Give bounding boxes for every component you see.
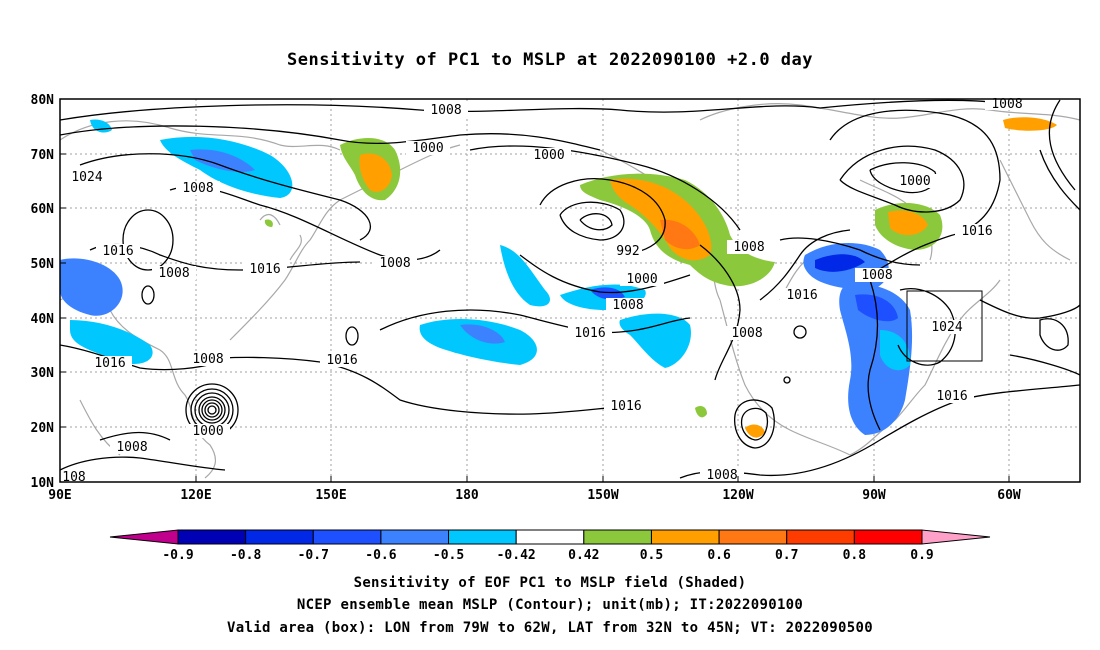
colorbar-bin xyxy=(380,529,450,545)
contour-label: 1008 xyxy=(182,181,213,196)
lon-tick-label: 150E xyxy=(315,488,346,503)
colorbar-tick-label: 0.8 xyxy=(843,548,867,563)
contour-label: 1008 xyxy=(861,268,892,283)
colorbar-arrow-min xyxy=(109,529,179,545)
caption-line-1: Sensitivity of EOF PC1 to MSLP field (Sh… xyxy=(353,575,747,591)
chart-title: Sensitivity of PC1 to MSLP at 2022090100… xyxy=(286,50,813,70)
colorbar-tick-label: 0.42 xyxy=(568,548,599,563)
contour-label: 1000 xyxy=(192,424,223,439)
contour-label: 1000 xyxy=(626,272,657,287)
colorbar-bin xyxy=(245,529,314,545)
colorbar-bin xyxy=(515,529,585,545)
latitude-axis: 80N 70N 60N 50N 40N 30N 20N 10N xyxy=(31,93,55,491)
contour-label: 1008 xyxy=(731,326,762,341)
contour-label: 1016 xyxy=(961,224,992,239)
colorbar-bin xyxy=(718,529,788,545)
colorbar-bin xyxy=(650,529,720,545)
lon-tick-label: 90E xyxy=(48,488,71,503)
contour-label: 1008 xyxy=(192,352,223,367)
colorbar-tick-label: 0.7 xyxy=(775,548,798,563)
colorbar: -0.9 -0.8 -0.7 -0.6 -0.5 -0.42 0.42 0.5 0.6 0.7 0.… xyxy=(109,529,991,563)
caption-line-2: NCEP ensemble mean MSLP (Contour); unit(… xyxy=(296,597,804,613)
colorbar-bin xyxy=(312,529,382,545)
caption-line-3: Valid area (box): LON from 79W to 62W, L… xyxy=(227,620,873,636)
lat-tick-label: 50N xyxy=(31,257,55,272)
neg-region xyxy=(619,313,691,368)
lat-tick-label: 10N xyxy=(31,476,55,491)
colorbar-bin xyxy=(853,529,923,545)
contour-label: 1000 xyxy=(533,148,564,163)
colorbar-bin xyxy=(583,529,652,545)
contour-label: 1008 xyxy=(158,266,189,281)
lon-tick-label: 120E xyxy=(180,488,211,503)
contour-label: 1008 xyxy=(991,97,1022,112)
pos-region xyxy=(888,210,928,236)
contour-label: 1008 xyxy=(706,468,737,483)
neg-region xyxy=(190,149,255,172)
contour-label: 1016 xyxy=(326,353,357,368)
contour-label: 1008 xyxy=(733,240,764,255)
contour-label: 1016 xyxy=(249,262,280,277)
contour-label: 1008 xyxy=(116,440,147,455)
pos-region xyxy=(1003,117,1057,131)
colorbar-tick-label: -0.8 xyxy=(230,548,261,563)
contour-label: 1016 xyxy=(94,356,125,371)
colorbar-tick-label: -0.5 xyxy=(433,548,464,563)
pos-region xyxy=(359,153,392,192)
colorbar-tick-label: -0.6 xyxy=(365,548,396,563)
lon-tick-label: 90W xyxy=(862,488,886,503)
contour-label: 1000 xyxy=(412,141,443,156)
neg-region xyxy=(839,283,913,435)
lon-tick-label: 180 xyxy=(455,488,479,503)
longitude-axis: 90E 120E 150E 180 150W 120W 90W 60W xyxy=(48,488,1021,503)
pos-region xyxy=(745,424,765,438)
contour-label: 1008 xyxy=(430,103,461,118)
contour-label: 1016 xyxy=(786,288,817,303)
lon-tick-label: 120W xyxy=(722,488,753,503)
colorbar-tick-label: -0.9 xyxy=(162,548,193,563)
colorbar-tick-label: -0.42 xyxy=(497,548,536,563)
neg-region xyxy=(419,318,537,365)
contour-label: 1024 xyxy=(71,170,102,185)
lat-tick-label: 70N xyxy=(31,148,55,163)
lat-tick-label: 80N xyxy=(31,93,55,108)
neg-region xyxy=(590,287,625,300)
lat-tick-label: 20N xyxy=(31,421,55,436)
colorbar-bin xyxy=(786,529,855,545)
lat-tick-label: 30N xyxy=(31,366,55,381)
neg-region xyxy=(815,254,865,272)
colorbar-tick-label: -0.7 xyxy=(298,548,329,563)
contour-label: 1016 xyxy=(936,389,967,404)
lat-tick-label: 40N xyxy=(31,312,55,327)
pos-region xyxy=(264,219,273,227)
neg-region xyxy=(460,324,505,344)
neg-region xyxy=(880,330,911,371)
pos-region xyxy=(660,219,700,250)
contour-label: 992 xyxy=(616,244,639,259)
colorbar-arrow-max xyxy=(921,529,991,545)
contour-label: 1024 xyxy=(931,320,962,335)
colorbar-tick-label: 0.6 xyxy=(707,548,731,563)
valid-area-box xyxy=(906,290,983,362)
colorbar-bin xyxy=(448,529,517,545)
lat-tick-label: 60N xyxy=(31,202,55,217)
lon-tick-label: 150W xyxy=(587,488,618,503)
contour-label: 1008 xyxy=(612,298,643,313)
colorbar-tick-label: 0.9 xyxy=(910,548,933,563)
contour-label: 1016 xyxy=(102,244,133,259)
colorbar-bin xyxy=(177,529,247,545)
colorbar-tick-label: 0.5 xyxy=(640,548,663,563)
pos-region xyxy=(695,406,707,418)
contour-label: 1016 xyxy=(574,326,605,341)
neg-region xyxy=(60,258,123,316)
lon-tick-label: 60W xyxy=(997,488,1021,503)
sensitivity-shading xyxy=(60,117,1057,438)
contour-label: 1008 xyxy=(379,256,410,271)
neg-region xyxy=(500,245,550,307)
neg-region xyxy=(70,320,153,365)
contour-label: 1016 xyxy=(610,399,641,414)
contour-label: 1000 xyxy=(899,174,930,189)
